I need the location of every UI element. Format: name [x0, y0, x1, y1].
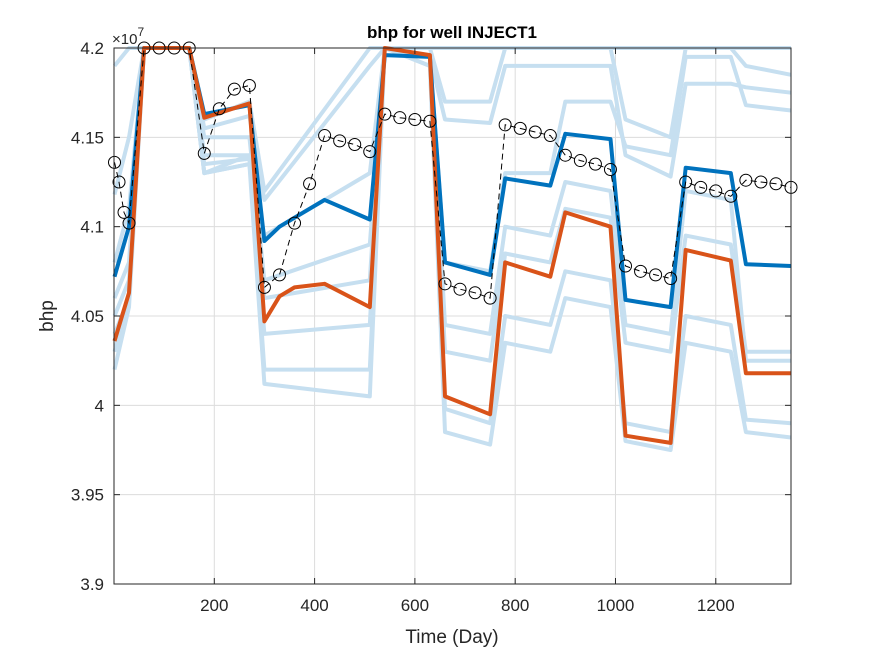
exponent-base: ×10: [112, 31, 137, 48]
y-axis-label: bhp: [37, 300, 58, 332]
y-tick-label: 4.2: [80, 39, 104, 58]
x-tick-label: 800: [501, 596, 529, 615]
observed-point: [117, 205, 131, 219]
y-axis-exponent: ×107: [112, 25, 144, 48]
observed-point: [649, 268, 663, 282]
observed-point: [619, 259, 633, 273]
observed-point: [242, 79, 256, 93]
observed-point: [423, 114, 437, 128]
observed-point: [257, 280, 271, 294]
observed-dashed-line: [114, 47, 792, 299]
observed-point: [543, 129, 557, 143]
observed-point: [212, 102, 226, 116]
observed-data: [108, 41, 798, 305]
x-tick-label: 600: [401, 596, 429, 615]
observed-point: [694, 180, 708, 194]
observed-point: [333, 134, 347, 148]
observed-point: [679, 175, 693, 189]
observed-point: [754, 175, 768, 189]
observed-point: [558, 148, 572, 162]
observed-point: [769, 177, 783, 191]
ensemble-line: [112, 46, 791, 363]
observed-point: [468, 286, 482, 300]
x-axis-ticks: 200 400 600 800 1000 1200: [200, 48, 735, 615]
observed-point: [112, 175, 126, 189]
y-tick-label: 4: [95, 396, 104, 415]
series-line: [112, 46, 791, 445]
observed-point: [483, 291, 497, 305]
x-tick-label: 200: [200, 596, 228, 615]
observed-point: [513, 121, 527, 135]
observed-point: [438, 277, 452, 291]
observed-point: [227, 82, 241, 96]
observed-point: [272, 268, 286, 282]
exponent-power: 7: [137, 25, 144, 39]
observed-point: [528, 125, 542, 139]
y-tick-label: 4.15: [71, 128, 104, 147]
observed-point: [498, 118, 512, 132]
x-tick-label: 400: [300, 596, 328, 615]
observed-point: [453, 282, 467, 296]
observed-point: [709, 184, 723, 198]
observed-point: [393, 111, 407, 125]
observed-point: [318, 129, 332, 143]
observed-point: [664, 271, 678, 285]
y-tick-label: 4.05: [71, 307, 104, 326]
observed-point: [724, 189, 738, 203]
x-axis-label: Time (Day): [405, 627, 498, 648]
observed-point: [588, 157, 602, 171]
y-tick-label: 3.95: [71, 486, 104, 505]
x-tick-label: 1200: [697, 596, 735, 615]
observed-point: [573, 154, 587, 168]
observed-point: [603, 162, 617, 176]
observed-point: [348, 137, 362, 151]
observed-point: [378, 107, 392, 121]
observed-point: [363, 145, 377, 159]
observed-point: [739, 173, 753, 187]
observed-point: [197, 146, 211, 160]
observed-point: [634, 264, 648, 278]
chart-title: bhp for well INJECT1: [367, 23, 537, 42]
observed-point: [288, 216, 302, 230]
y-axis-ticks: 3.9 3.95 4 4.05 4.1 4.15 4.2: [71, 39, 791, 594]
observed-point: [122, 216, 136, 230]
observed-point: [303, 177, 317, 191]
observed-point: [408, 112, 422, 126]
y-tick-label: 3.9: [80, 575, 104, 594]
observed-point: [108, 155, 122, 169]
highlight-series: [112, 46, 792, 445]
x-tick-label: 1000: [597, 596, 635, 615]
y-tick-label: 4.1: [80, 218, 104, 237]
